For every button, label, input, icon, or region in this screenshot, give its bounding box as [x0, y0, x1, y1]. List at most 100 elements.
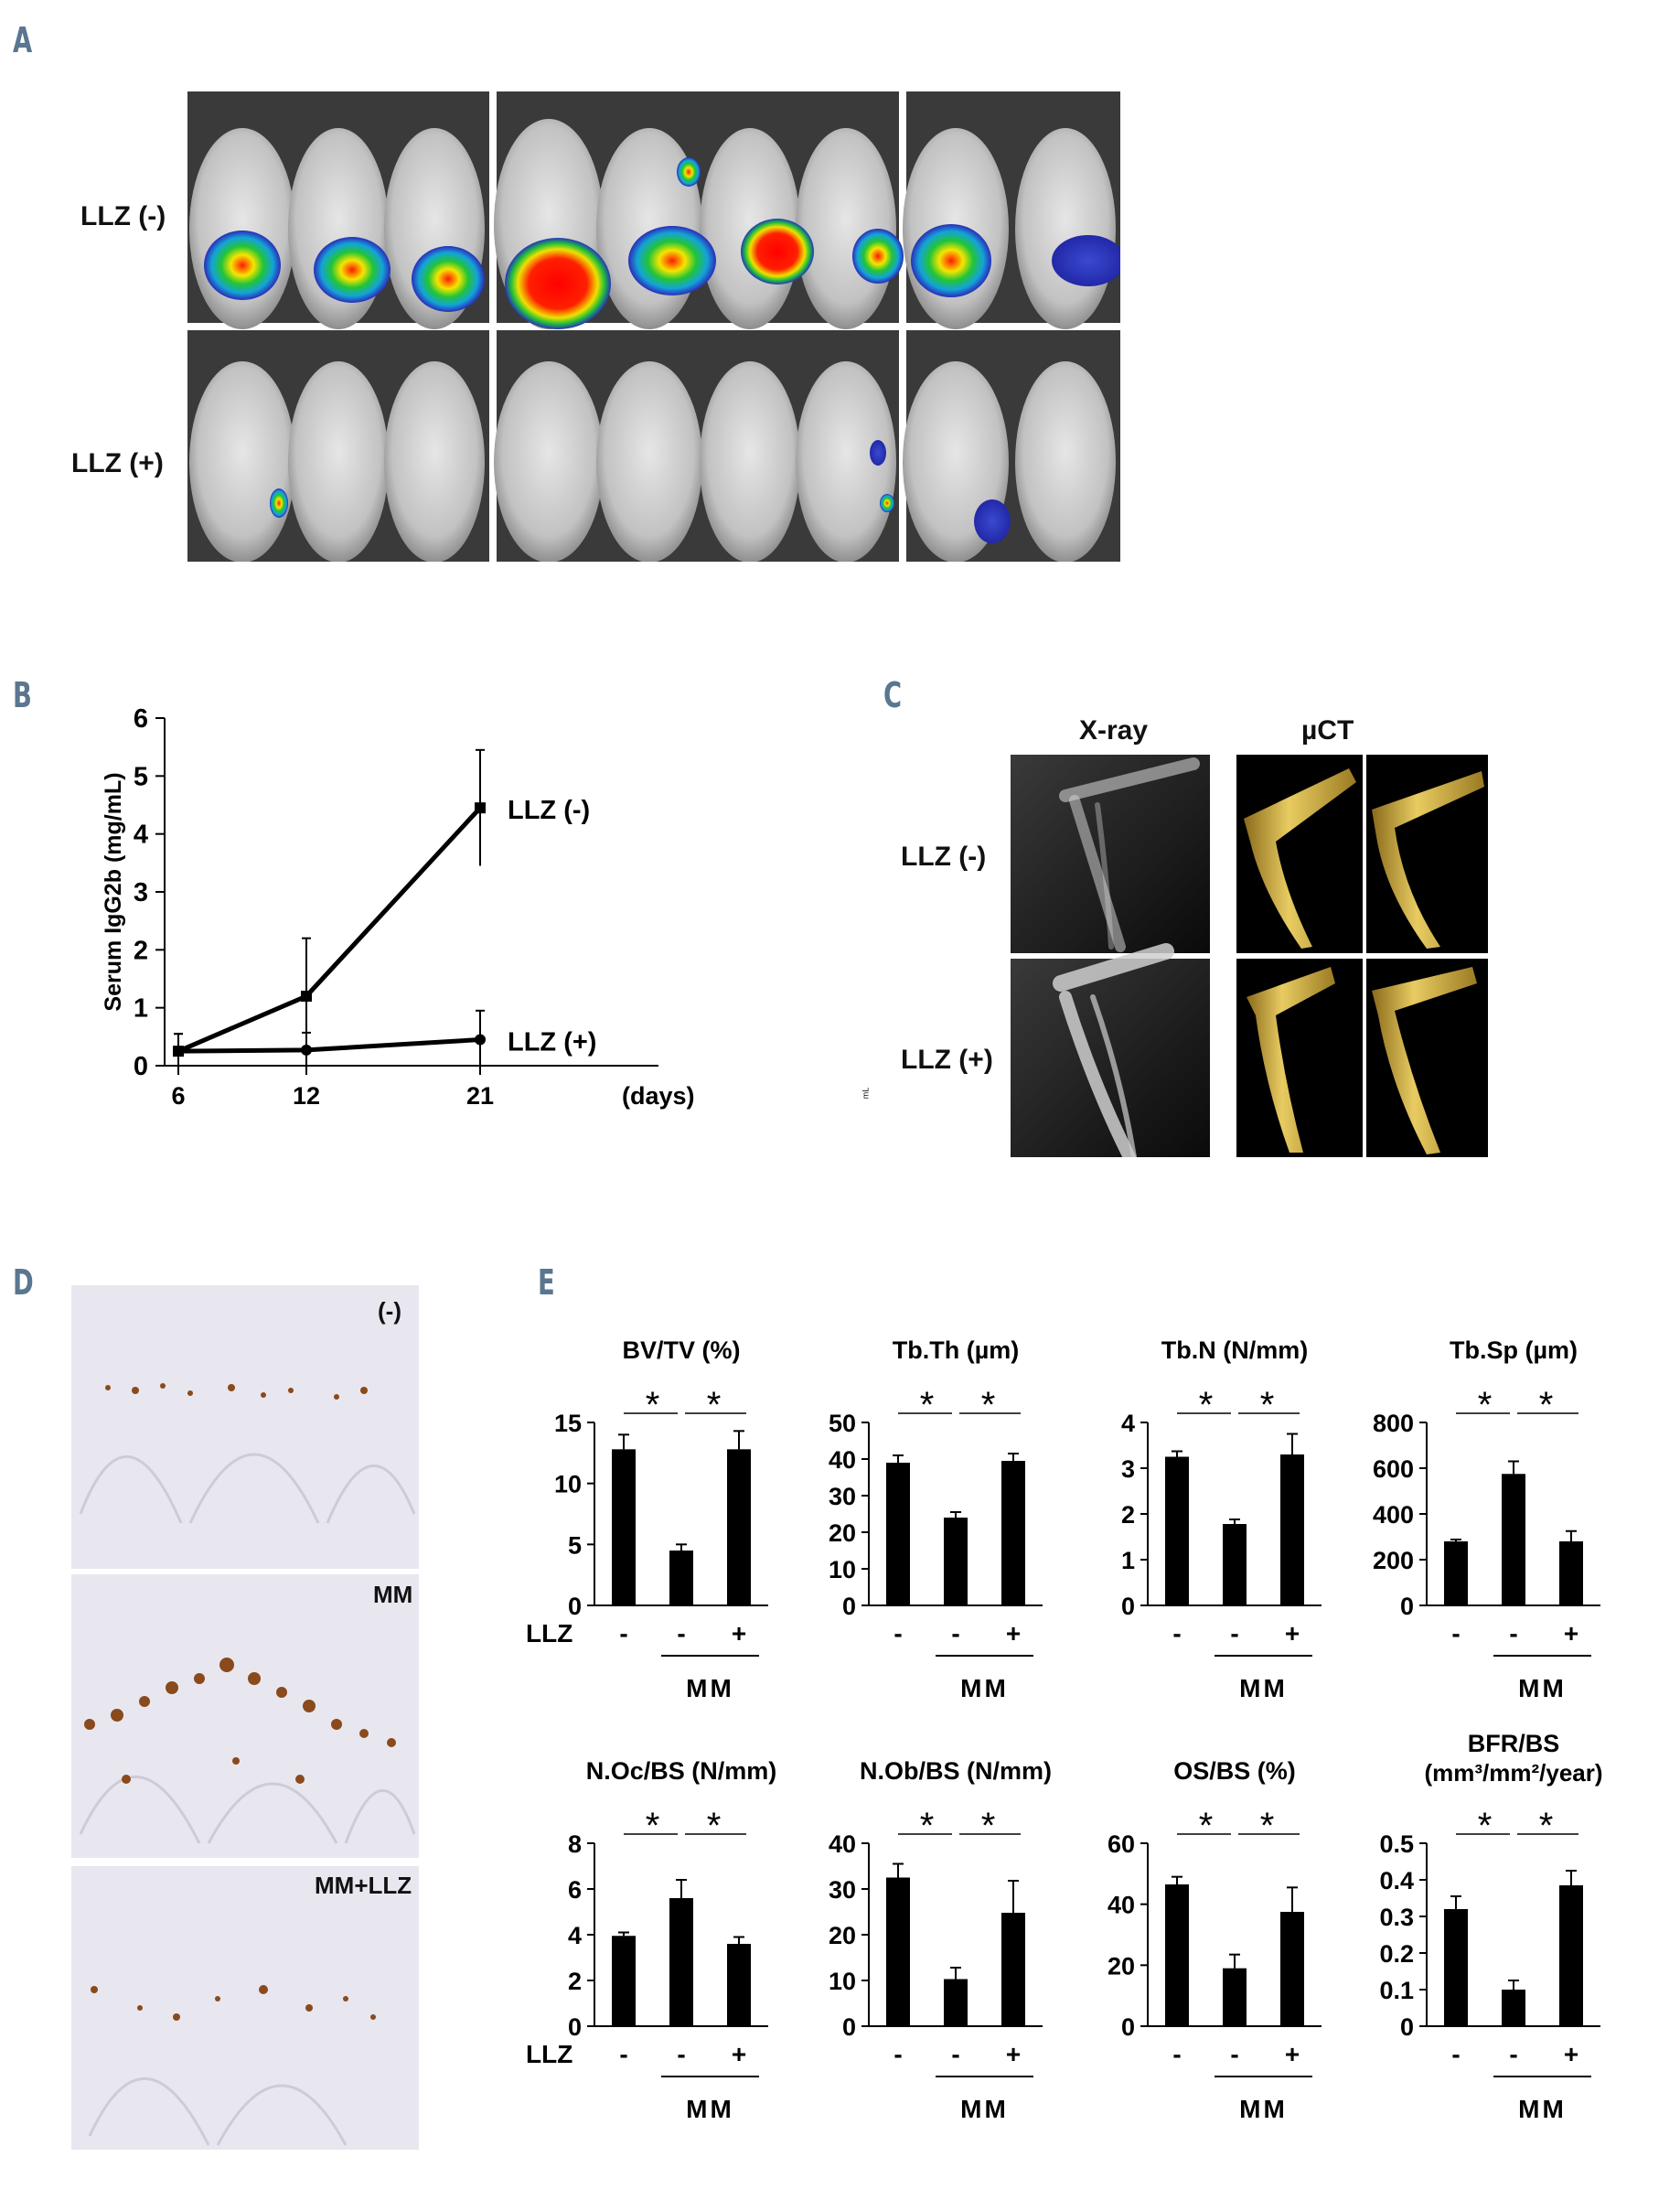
bar — [1502, 1474, 1525, 1605]
row-label-llz-plus: LLZ (+) — [71, 448, 164, 478]
row-label-llz-minus-c: LLZ (-) — [901, 842, 987, 872]
chart-title: N.Ob/BS (N/mm) — [860, 1757, 1052, 1785]
y-tick-label: 0 — [842, 2013, 856, 2041]
y-tick-label: 30 — [829, 1876, 856, 1904]
category-label: - — [1509, 2040, 1517, 2068]
category-label: + — [1564, 1619, 1578, 1647]
y-tick-label: 0.1 — [1379, 1977, 1414, 2004]
sig-star: * — [1260, 1806, 1275, 1846]
category-label: - — [1230, 2040, 1238, 2068]
sig-star: * — [1260, 1385, 1275, 1425]
category-label: - — [1172, 2040, 1181, 2068]
category-label: - — [1451, 1619, 1460, 1647]
category-label: - — [894, 2040, 902, 2068]
y-tick-label: 40 — [829, 1446, 856, 1474]
y-tick-label: 5 — [134, 762, 148, 791]
x-tick-label: 12 — [293, 1082, 320, 1110]
bar — [1444, 1909, 1468, 2026]
sig-star: * — [981, 1806, 996, 1846]
bar — [727, 1944, 751, 2026]
y-tick-label: 400 — [1373, 1501, 1414, 1529]
y-tick-label: 6 — [568, 1876, 582, 1904]
y-tick-label: 40 — [829, 1830, 856, 1858]
bar — [1165, 1884, 1189, 2026]
y-tick-label: 800 — [1373, 1410, 1414, 1437]
y-tick-label: 600 — [1373, 1455, 1414, 1483]
bar — [1165, 1456, 1189, 1605]
y-tick-label: 20 — [829, 1519, 856, 1547]
group-label: MM — [1518, 1674, 1567, 1702]
bar — [1001, 1913, 1025, 2026]
bar-chart-NObBS: N.Ob/BS (N/mm) 0 10 20 30 40 - - + * * MM — [829, 1757, 1052, 2123]
bar — [1502, 1990, 1525, 2026]
bar-chart-TbSp: Tb.Sp (µm) 0 200 400 600 800 - - + * * MM — [1373, 1336, 1600, 1702]
panel-label-e: E — [538, 1262, 555, 1303]
y-tick-label: 4 — [568, 1922, 582, 1949]
category-label: + — [1564, 2040, 1578, 2068]
x-tick-label: 21 — [466, 1082, 494, 1110]
category-label: - — [951, 2040, 959, 2068]
sig-star: * — [646, 1385, 660, 1425]
bar — [669, 1551, 693, 1605]
y-tick-label: 4 — [134, 821, 148, 850]
group-label: MM — [1239, 2095, 1288, 2123]
category-label: + — [732, 1619, 746, 1647]
bar — [727, 1449, 751, 1605]
category-label: - — [1451, 2040, 1460, 2068]
y-tick-label: 10 — [829, 1556, 856, 1583]
sig-star: * — [646, 1806, 660, 1846]
bar — [669, 1898, 693, 2026]
row-label-llz-plus-c: LLZ (+) — [901, 1045, 993, 1075]
y-tick-label: 30 — [829, 1483, 856, 1510]
group-label: MM — [960, 1674, 1009, 1702]
bar-chart-NOcBS: N.Oc/BS (N/mm) 0 2 4 6 8 - - + * * MM LLZ — [526, 1757, 776, 2123]
chart-subtitle: (mm³/mm²/year) — [1424, 1759, 1602, 1787]
chart-title: Tb.N (N/mm) — [1161, 1336, 1308, 1364]
bar — [1280, 1912, 1304, 2026]
sig-star: * — [1478, 1806, 1493, 1846]
category-label: - — [677, 1619, 685, 1647]
y-tick-label: 15 — [554, 1410, 582, 1437]
col-label-xray: X-ray — [1079, 715, 1149, 746]
y-tick-label: 0 — [568, 1593, 582, 1620]
category-label: + — [1006, 2040, 1021, 2068]
category-label: + — [732, 2040, 746, 2068]
x-axis-label: (days) — [622, 1082, 695, 1110]
histology-label-mm-llz: MM+LLZ — [315, 1872, 412, 1899]
y-tick-label: 0 — [1400, 2013, 1414, 2041]
y-tick-label: 0.5 — [1379, 1830, 1414, 1858]
bar — [1001, 1461, 1025, 1605]
category-label: - — [619, 1619, 627, 1647]
y-tick-label: 0.3 — [1379, 1904, 1414, 1931]
chart-title: Tb.Th (µm) — [893, 1336, 1020, 1364]
data-point — [173, 1046, 184, 1057]
group-label: MM — [686, 1674, 734, 1702]
panel-label-c: C — [883, 675, 903, 715]
y-tick-label: 200 — [1373, 1547, 1414, 1574]
bar — [1559, 1885, 1583, 2026]
y-tick-label: 0 — [1121, 1593, 1135, 1620]
sig-star: * — [707, 1806, 722, 1846]
y-tick-label: 0 — [568, 2013, 582, 2041]
bar — [1559, 1541, 1583, 1605]
category-label: - — [619, 2040, 627, 2068]
chart-title: Tb.Sp (µm) — [1450, 1336, 1578, 1364]
sig-star: * — [1199, 1385, 1214, 1425]
group-label: MM — [1518, 2095, 1567, 2123]
y-tick-label: 1 — [1121, 1547, 1135, 1574]
bar-chart-TbN: Tb.N (N/mm) 0 1 2 3 4 - - + * * MM — [1121, 1336, 1322, 1702]
y-tick-label: 2 — [1121, 1501, 1135, 1529]
sig-star: * — [981, 1385, 996, 1425]
sig-star: * — [1199, 1806, 1214, 1846]
y-tick-label: 0 — [1121, 2013, 1135, 2041]
bar-chart-BFRBS: BFR/BS(mm³/mm²/year) 0 0.1 0.2 0.3 0.4 0.5 - - + *… — [1379, 1730, 1602, 2123]
col-label-uct: µCT — [1301, 715, 1354, 746]
sig-star: * — [707, 1385, 722, 1425]
category-label: + — [1006, 1619, 1021, 1647]
chart-title: N.Oc/BS (N/mm) — [586, 1757, 777, 1785]
series-label: LLZ (-) — [508, 796, 590, 825]
bar — [944, 1979, 968, 2026]
data-point — [475, 1034, 486, 1046]
sig-star: * — [1478, 1385, 1493, 1425]
